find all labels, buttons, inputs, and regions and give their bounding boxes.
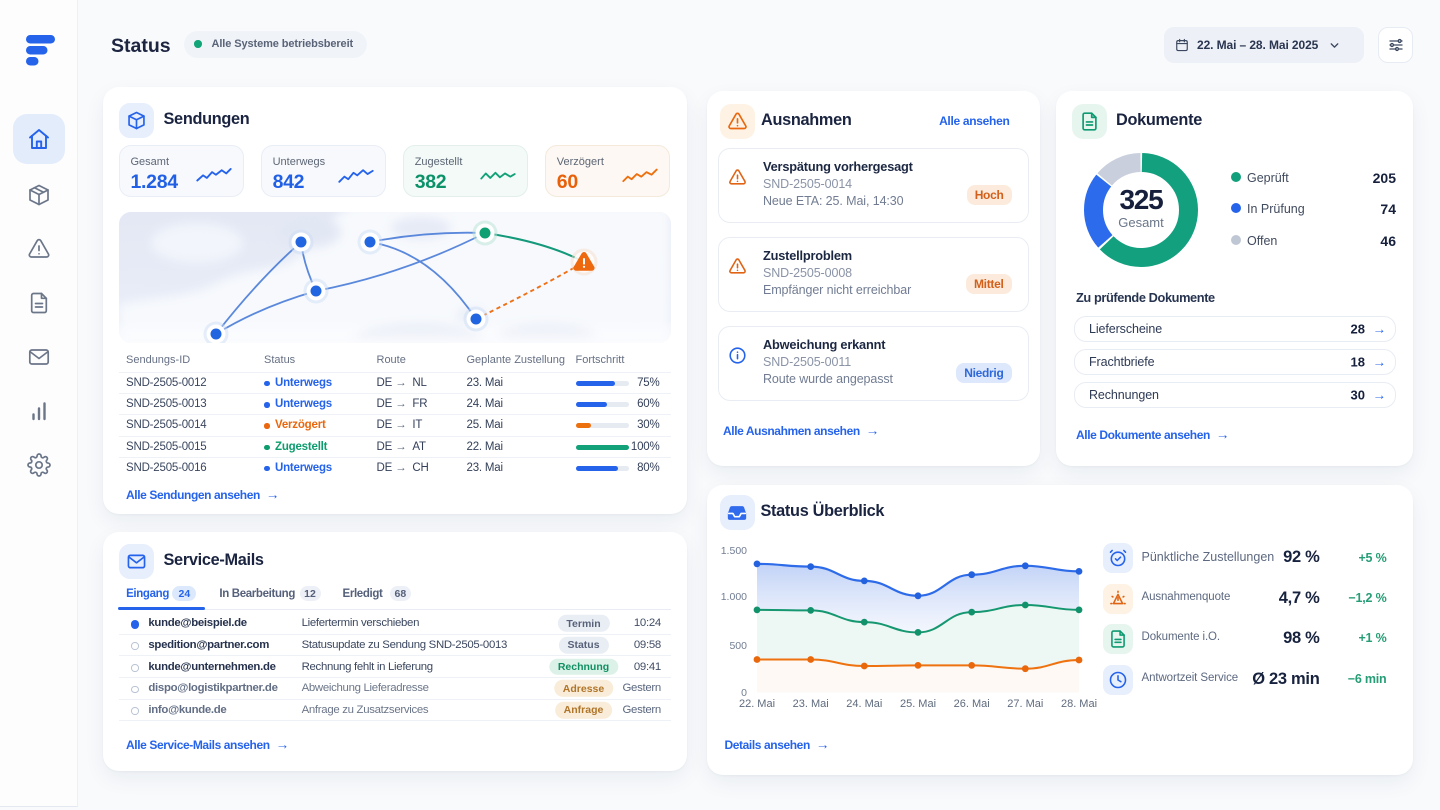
- svg-text:23. Mai: 23. Mai: [792, 698, 828, 710]
- svg-text:28. Mai: 28. Mai: [1060, 698, 1096, 710]
- svg-text:Gesamt: Gesamt: [1118, 215, 1164, 230]
- svg-text:1.500: 1.500: [720, 545, 746, 557]
- svg-text:22. Mai: 22. Mai: [738, 698, 774, 710]
- svg-text:26. Mai: 26. Mai: [953, 698, 989, 710]
- svg-text:24. Mai: 24. Mai: [846, 698, 882, 710]
- svg-text:27. Mai: 27. Mai: [1007, 698, 1043, 710]
- svg-text:25. Mai: 25. Mai: [899, 698, 935, 710]
- svg-text:325: 325: [1119, 184, 1163, 215]
- svg-text:1.000: 1.000: [720, 591, 746, 603]
- svg-text:0: 0: [741, 687, 747, 699]
- svg-text:500: 500: [729, 640, 747, 652]
